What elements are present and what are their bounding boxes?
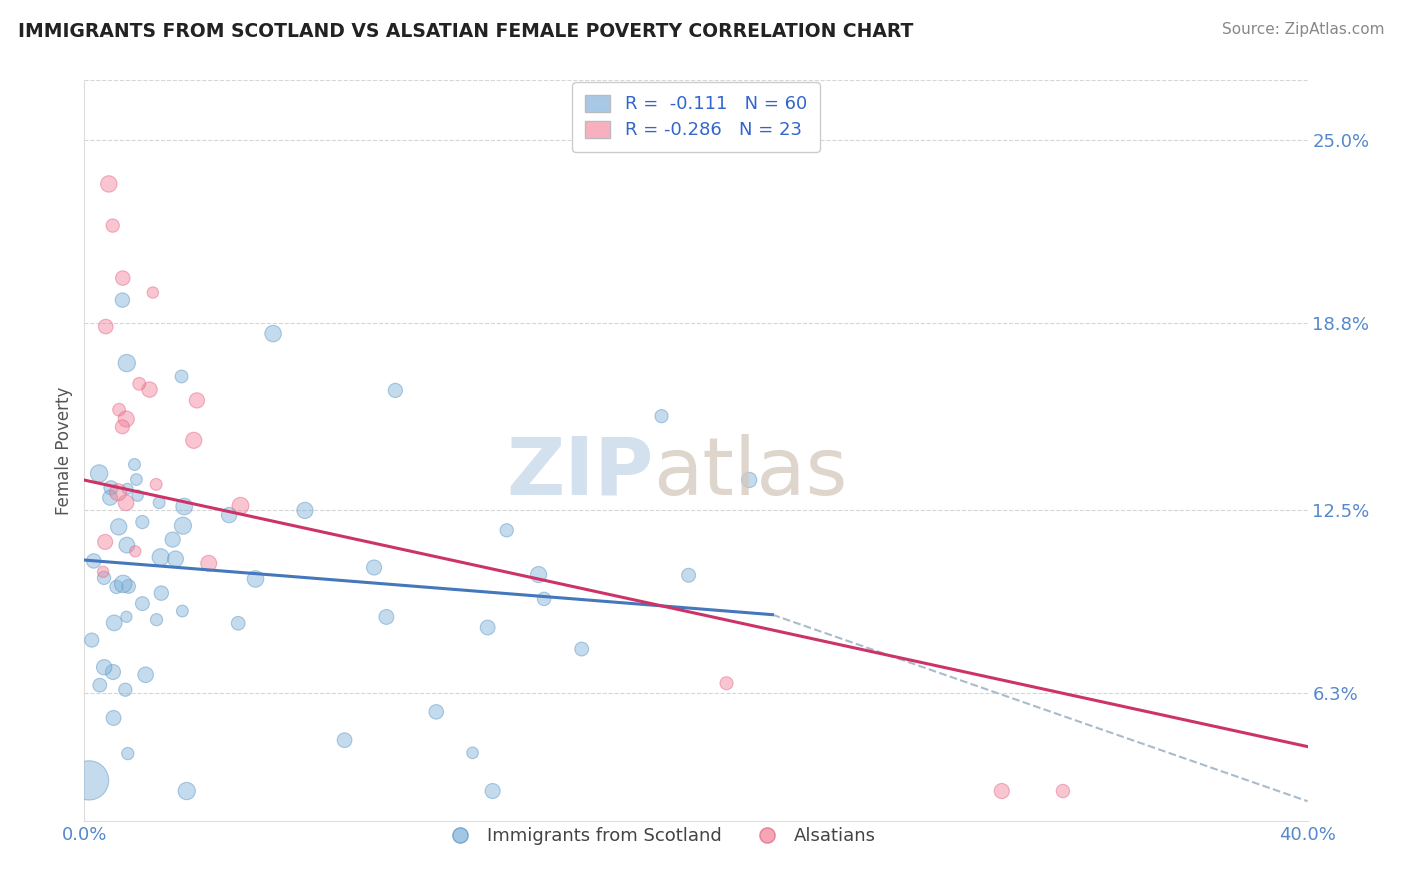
Point	[131, 597, 153, 611]
Point	[229, 499, 252, 513]
Point	[124, 544, 146, 558]
Point	[333, 733, 356, 747]
Text: IMMIGRANTS FROM SCOTLAND VS ALSATIAN FEMALE POVERTY CORRELATION CHART: IMMIGRANTS FROM SCOTLAND VS ALSATIAN FEM…	[18, 22, 914, 41]
Point	[93, 571, 115, 585]
Point	[103, 711, 125, 725]
Text: ZIP: ZIP	[506, 434, 654, 512]
Point	[115, 496, 138, 510]
Point	[93, 660, 115, 674]
Point	[101, 219, 124, 233]
Point	[142, 285, 165, 300]
Point	[145, 613, 167, 627]
Point	[172, 604, 194, 618]
Point	[89, 678, 111, 692]
Point	[114, 682, 136, 697]
Point	[1052, 784, 1074, 798]
Point	[115, 609, 138, 624]
Point	[218, 508, 240, 522]
Point	[425, 705, 447, 719]
Point	[495, 524, 517, 538]
Point	[145, 477, 167, 491]
Point	[991, 784, 1014, 798]
Point	[94, 535, 117, 549]
Point	[100, 481, 122, 495]
Point	[148, 496, 170, 510]
Point	[149, 550, 172, 565]
Point	[105, 580, 128, 594]
Point	[170, 369, 193, 384]
Point	[98, 491, 121, 505]
Point	[294, 503, 316, 517]
Point	[138, 383, 160, 397]
Point	[162, 533, 184, 547]
Point	[80, 633, 103, 648]
Point	[738, 473, 761, 487]
Point	[103, 615, 125, 630]
Point	[571, 642, 593, 657]
Point	[111, 271, 134, 285]
Point	[183, 434, 205, 448]
Point	[115, 356, 138, 370]
Point	[384, 384, 406, 398]
Point	[678, 568, 700, 582]
Point	[716, 676, 738, 690]
Point	[115, 412, 138, 426]
Point	[91, 565, 114, 579]
Point	[117, 747, 139, 761]
Y-axis label: Female Poverty: Female Poverty	[55, 386, 73, 515]
Point	[172, 518, 194, 533]
Point	[150, 586, 173, 600]
Point	[363, 560, 385, 574]
Point	[117, 579, 139, 593]
Point	[107, 520, 129, 534]
Point	[97, 177, 120, 191]
Point	[197, 557, 219, 571]
Point	[165, 552, 187, 566]
Point	[651, 409, 673, 424]
Point	[131, 515, 153, 529]
Point	[111, 293, 134, 307]
Point	[173, 500, 195, 514]
Point	[125, 473, 148, 487]
Point	[112, 577, 135, 591]
Point	[226, 616, 249, 631]
Text: atlas: atlas	[654, 434, 848, 512]
Point	[111, 419, 134, 434]
Point	[375, 610, 398, 624]
Point	[108, 402, 131, 417]
Point	[186, 393, 208, 408]
Point	[527, 567, 550, 582]
Point	[461, 746, 484, 760]
Point	[128, 376, 150, 391]
Point	[127, 489, 149, 503]
Point	[245, 572, 267, 586]
Point	[481, 784, 503, 798]
Point	[135, 667, 157, 681]
Point	[115, 538, 138, 552]
Text: Source: ZipAtlas.com: Source: ZipAtlas.com	[1222, 22, 1385, 37]
Point	[176, 784, 198, 798]
Point	[107, 485, 129, 500]
Point	[262, 326, 284, 341]
Point	[124, 458, 146, 472]
Point	[87, 467, 110, 481]
Point	[117, 482, 139, 496]
Point	[77, 773, 100, 788]
Point	[83, 554, 105, 568]
Point	[533, 591, 555, 606]
Point	[101, 665, 124, 679]
Legend: Immigrants from Scotland, Alsatians: Immigrants from Scotland, Alsatians	[434, 820, 883, 853]
Point	[477, 620, 499, 634]
Point	[94, 319, 117, 334]
